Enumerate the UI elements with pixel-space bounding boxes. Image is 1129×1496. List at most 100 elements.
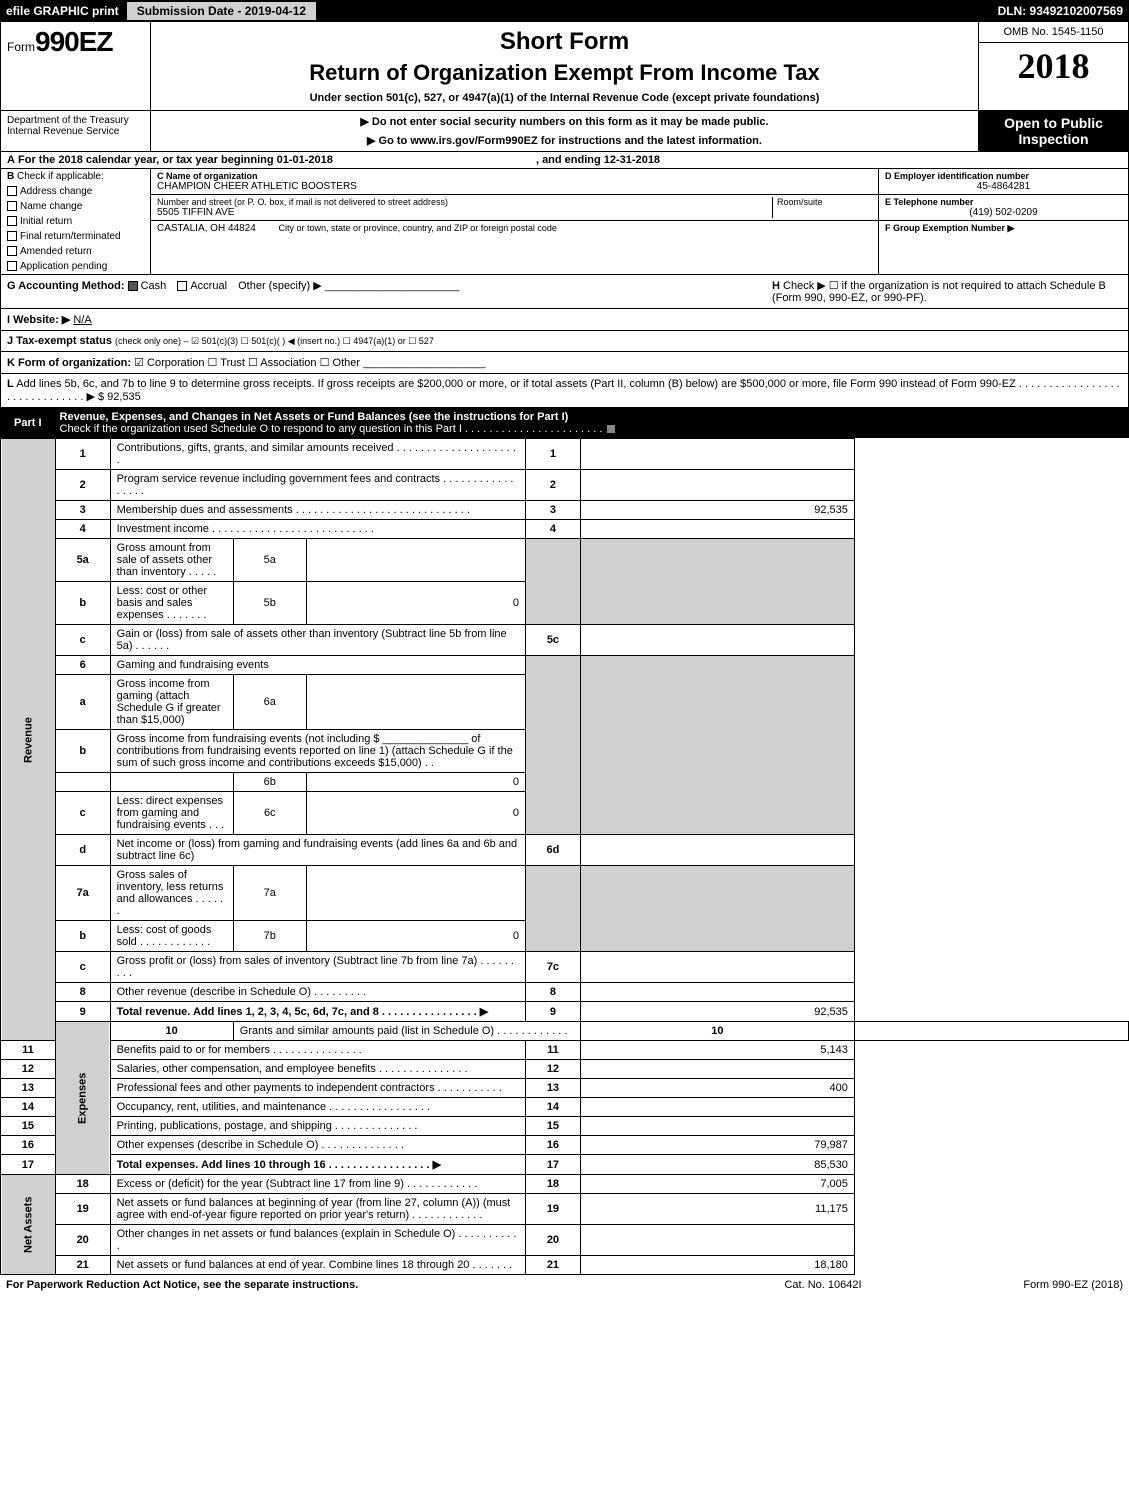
org-name: CHAMPION CHEER ATHLETIC BOOSTERS <box>157 181 872 192</box>
line-desc: Gross sales of inventory, less returns a… <box>110 866 233 921</box>
line-num: 7a <box>55 866 110 921</box>
netassets-label: Net Assets <box>1 1175 56 1275</box>
form-title-block: Short Form Return of Organization Exempt… <box>151 22 978 110</box>
name-change-checkbox[interactable] <box>7 201 17 211</box>
table-row: 12 Salaries, other compensation, and emp… <box>1 1060 1129 1079</box>
line-amt: 400 <box>580 1079 854 1098</box>
line-box: 19 <box>526 1194 581 1225</box>
addr-change-checkbox[interactable] <box>7 186 17 196</box>
sub-num: 5b <box>233 582 306 625</box>
shade <box>526 656 581 835</box>
line-box: 7c <box>526 952 581 983</box>
line-num: 21 <box>55 1256 110 1275</box>
line-a-text: For the 2018 calendar year, or tax year … <box>18 154 333 166</box>
dept-label: Department of the Treasury Internal Reve… <box>1 111 151 151</box>
section-def: D Employer identification number 45-4864… <box>878 169 1128 274</box>
omb-year-block: OMB No. 1545-1150 2018 <box>978 22 1128 110</box>
line-desc: Contributions, gifts, grants, and simila… <box>110 439 525 470</box>
line-amt <box>580 952 854 983</box>
sub-amt <box>306 675 525 730</box>
info-block: B Check if applicable: Address change Na… <box>0 169 1129 275</box>
form-header: Form990EZ Short Form Return of Organizat… <box>0 22 1129 111</box>
form-prefix: Form <box>7 40 35 54</box>
l-text: Add lines 5b, 6c, and 7b to line 9 to de… <box>7 378 1120 403</box>
line-num: 5a <box>55 539 110 582</box>
pending: Application pending <box>20 261 107 272</box>
line17-desc: Total expenses. Add lines 10 through 16 … <box>117 1159 441 1171</box>
line-desc: Excess or (deficit) for the year (Subtra… <box>110 1175 525 1194</box>
line-num: b <box>55 921 110 952</box>
line-box: 6d <box>526 835 581 866</box>
line-amt: 7,005 <box>580 1175 854 1194</box>
amended-checkbox[interactable] <box>7 246 17 256</box>
initial-checkbox[interactable] <box>7 216 17 226</box>
final-checkbox[interactable] <box>7 231 17 241</box>
org-addr: 5505 TIFFIN AVE <box>157 207 772 218</box>
line-num: 6 <box>55 656 110 675</box>
sub-num: 6b <box>233 773 306 792</box>
line-num: 12 <box>1 1060 56 1079</box>
h-label: H <box>772 280 780 292</box>
line-amt <box>580 1225 854 1256</box>
line-num: 13 <box>1 1079 56 1098</box>
final: Final return/terminated <box>20 231 121 242</box>
line-desc: Membership dues and assessments . . . . … <box>110 501 525 520</box>
line-amt <box>580 625 854 656</box>
h-text: Check ▶ ☐ if the organization is not req… <box>772 280 1106 304</box>
line-num: b <box>55 582 110 625</box>
table-row: 15 Printing, publications, postage, and … <box>1 1117 1129 1136</box>
sub-num: 6c <box>233 792 306 835</box>
table-row: Revenue 1 Contributions, gifts, grants, … <box>1 439 1129 470</box>
phone: (419) 502-0209 <box>885 207 1122 218</box>
line-desc: Grants and similar amounts paid (list in… <box>233 1022 580 1041</box>
section-c: C Name of organization CHAMPION CHEER AT… <box>151 169 878 274</box>
line-box: 12 <box>526 1060 581 1079</box>
section-b: B Check if applicable: Address change Na… <box>1 169 151 274</box>
line-desc: Net assets or fund balances at end of ye… <box>110 1256 525 1275</box>
cash-checkbox[interactable] <box>128 281 138 291</box>
revenue-label: Revenue <box>1 439 56 1041</box>
line-box: 13 <box>526 1079 581 1098</box>
part1-title: Revenue, Expenses, and Changes in Net As… <box>60 411 619 435</box>
pending-checkbox[interactable] <box>7 261 17 271</box>
dept1: Department of the Treasury <box>7 115 144 126</box>
table-row: 19 Net assets or fund balances at beginn… <box>1 1194 1129 1225</box>
line-num: 16 <box>1 1136 56 1155</box>
line-desc: Gaming and fundraising events <box>110 656 525 675</box>
sub-amt <box>306 866 525 921</box>
l-label: L <box>7 378 14 390</box>
name-change: Name change <box>20 201 82 212</box>
table-row: 14 Occupancy, rent, utilities, and maint… <box>1 1098 1129 1117</box>
footer: For Paperwork Reduction Act Notice, see … <box>0 1275 1129 1295</box>
table-row: Expenses 10 Grants and similar amounts p… <box>1 1022 1129 1041</box>
table-row: 20 Other changes in net assets or fund b… <box>1 1225 1129 1256</box>
part1-checkbox[interactable] <box>606 424 616 434</box>
line-box: 4 <box>526 520 581 539</box>
note1: ▶ Do not enter social security numbers o… <box>155 115 974 128</box>
sub-amt: 0 <box>306 773 525 792</box>
line-amt <box>854 1022 1128 1041</box>
table-row: 2 Program service revenue including gove… <box>1 470 1129 501</box>
line-box: 2 <box>526 470 581 501</box>
line-num: a <box>55 675 110 730</box>
line-desc: Investment income . . . . . . . . . . . … <box>110 520 525 539</box>
initial: Initial return <box>20 216 72 227</box>
line-desc: Gross income from gaming (attach Schedul… <box>110 675 233 730</box>
table-row: 3 Membership dues and assessments . . . … <box>1 501 1129 520</box>
i-label: I Website: ▶ <box>7 314 70 326</box>
accrual-checkbox[interactable] <box>177 281 187 291</box>
line-desc: Other revenue (describe in Schedule O) .… <box>110 983 525 1002</box>
line-num: 2 <box>55 470 110 501</box>
line-amt <box>580 439 854 470</box>
sub-num: 6a <box>233 675 306 730</box>
line-amt: 85,530 <box>580 1155 854 1175</box>
line-box: 16 <box>526 1136 581 1155</box>
line-num: 18 <box>55 1175 110 1194</box>
gh-row: G Accounting Method: Cash Accrual Other … <box>0 275 1129 309</box>
table-row: 7a Gross sales of inventory, less return… <box>1 866 1129 921</box>
cash: Cash <box>141 280 167 292</box>
short-form-label: Short Form <box>161 28 968 56</box>
city-label: City or town, state or province, country… <box>279 223 557 233</box>
j-text: (check only one) – ☑ 501(c)(3) ☐ 501(c)(… <box>115 336 434 346</box>
form-title: Return of Organization Exempt From Incom… <box>161 60 968 86</box>
